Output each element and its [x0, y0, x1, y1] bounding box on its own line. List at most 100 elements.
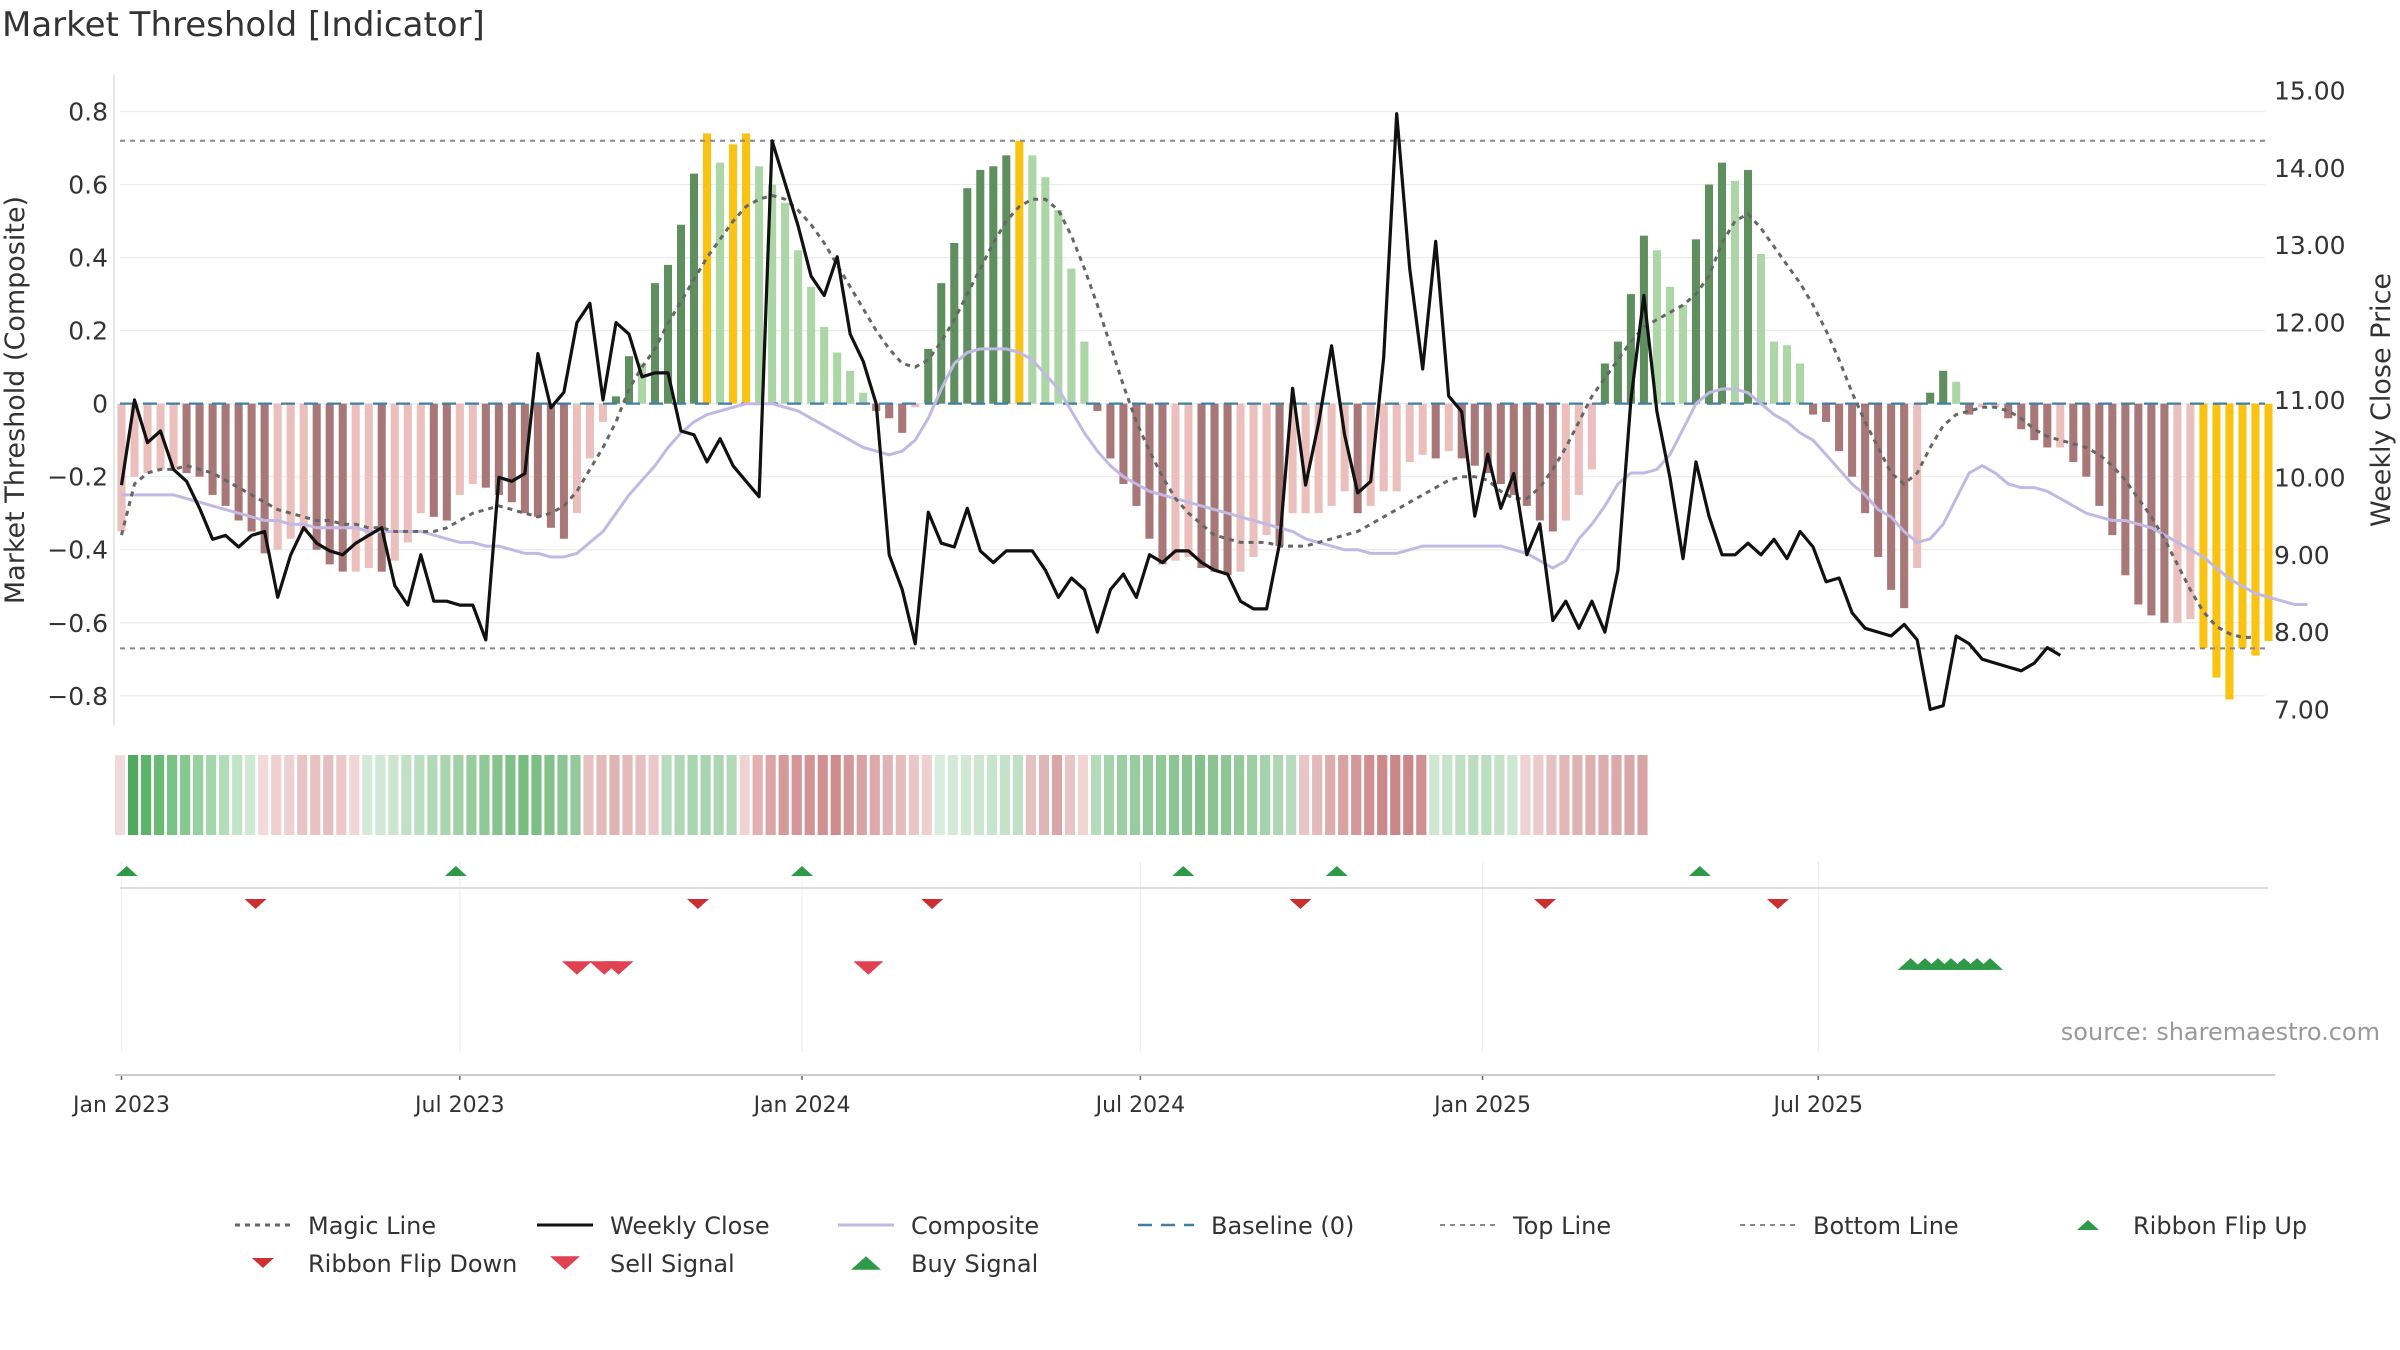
ribbon-cell: [778, 755, 789, 835]
threshold-bar: [507, 403, 516, 503]
ribbon-flip-up-marker: [115, 866, 138, 876]
threshold-bar: [950, 242, 959, 404]
threshold-bar: [312, 403, 321, 550]
ribbon-cell: [882, 755, 893, 835]
ribbon-cell: [310, 755, 321, 835]
threshold-bar: [2108, 403, 2117, 536]
legend-item-close: Weekly Close: [537, 1212, 770, 1240]
y-tick-left: 0.6: [68, 171, 108, 200]
threshold-bar: [833, 352, 842, 404]
ribbon-cell: [1155, 755, 1167, 835]
legend-swatch: [252, 1258, 274, 1268]
threshold-bar: [924, 348, 933, 404]
threshold-bar: [742, 133, 751, 404]
threshold-bar: [468, 403, 477, 484]
threshold-bar: [663, 264, 673, 404]
threshold-bar: [637, 363, 647, 404]
threshold-bar: [182, 403, 191, 474]
ribbon-cell: [1338, 755, 1349, 835]
threshold-bar: [794, 250, 803, 404]
threshold-bar: [598, 403, 607, 422]
ribbon-flip-up-marker: [1688, 866, 1711, 876]
threshold-bar: [117, 403, 126, 532]
threshold-bar: [364, 403, 373, 568]
grid-layer: [120, 110, 2265, 1052]
threshold-bar: [1952, 381, 1961, 404]
weekly-close-line: [119, 112, 2062, 712]
ribbon-cell: [1221, 755, 1232, 835]
threshold-bar: [2225, 403, 2234, 700]
ribbon-cell: [206, 755, 217, 835]
y-tick-left: −0.2: [47, 463, 108, 492]
threshold-bar: [130, 403, 139, 477]
ribbon-cell: [1377, 755, 1388, 835]
ribbon-cell: [1064, 755, 1076, 835]
legend-label: Weekly Close: [610, 1212, 770, 1240]
threshold-bar: [1223, 403, 1232, 576]
threshold-bar: [1691, 239, 1700, 404]
threshold-bar: [1184, 403, 1193, 558]
ribbon-cell: [635, 755, 646, 835]
ribbon-cell: [739, 755, 750, 835]
y-tick-right: 8.00: [2274, 618, 2330, 647]
threshold-bar: [755, 166, 764, 404]
ribbon-cell: [648, 755, 659, 835]
threshold-bar: [156, 403, 165, 470]
ribbon-cell: [401, 755, 412, 835]
ribbon-cell: [1116, 755, 1128, 835]
threshold-bar: [690, 173, 699, 404]
threshold-bar: [2199, 403, 2208, 649]
threshold-bar: [1353, 403, 1362, 514]
ribbon-cell: [921, 755, 932, 835]
y-tick-left: 0.2: [68, 317, 108, 346]
threshold-bar: [1262, 403, 1271, 536]
threshold-bar: [1041, 177, 1050, 404]
ribbon-cell: [895, 755, 906, 835]
ribbon-cell: [674, 755, 685, 835]
threshold-bar: [1483, 403, 1492, 474]
threshold-bar: [234, 403, 243, 521]
threshold-bar: [442, 403, 451, 521]
threshold-bar: [1067, 268, 1076, 404]
ribbon-cell: [141, 755, 152, 835]
threshold-bar: [585, 403, 594, 459]
ribbon-cell: [843, 755, 854, 835]
legend-item-flipdown: Ribbon Flip Down: [252, 1250, 517, 1278]
threshold-bar: [1275, 403, 1284, 547]
threshold-bar: [937, 283, 946, 404]
threshold-bar: [1730, 180, 1740, 404]
signal-rows: [115, 866, 2268, 975]
threshold-bar: [572, 403, 581, 514]
threshold-bar: [2160, 403, 2169, 623]
ribbon-cell: [492, 755, 503, 835]
sell-signal-marker: [561, 961, 592, 975]
threshold-bar: [533, 403, 542, 517]
ribbon-cell: [414, 755, 425, 835]
ribbon-cell: [973, 755, 984, 835]
ribbon-cell: [817, 755, 828, 835]
threshold-bar: [2173, 403, 2182, 623]
ribbon-cell: [726, 755, 737, 835]
x-tick-label: Jan 2024: [752, 1093, 851, 1118]
threshold-bar: [1561, 403, 1570, 521]
ribbon-cell: [544, 755, 555, 835]
ribbon-flip-up-marker: [791, 866, 814, 876]
y-tick-left: −0.4: [47, 536, 108, 565]
legend-item-flipup: Ribbon Flip Up: [2077, 1212, 2307, 1240]
threshold-bar: [2095, 403, 2104, 506]
ribbon-cell: [440, 755, 451, 835]
ribbon-cell: [1051, 755, 1063, 835]
ribbon-cell: [531, 755, 542, 835]
threshold-bar: [1080, 341, 1089, 404]
threshold-bar: [1978, 403, 1987, 408]
threshold-bar: [273, 403, 282, 550]
ribbon-cell: [856, 755, 867, 835]
ribbon-cell: [375, 755, 386, 835]
threshold-bar: [403, 403, 412, 543]
legend-item-composite: Composite: [838, 1212, 1039, 1240]
ribbon-cell: [908, 755, 919, 835]
ribbon-cell: [1129, 755, 1141, 835]
threshold-bar: [2030, 403, 2039, 441]
threshold-bar: [1210, 403, 1219, 572]
threshold-bar: [650, 283, 660, 404]
